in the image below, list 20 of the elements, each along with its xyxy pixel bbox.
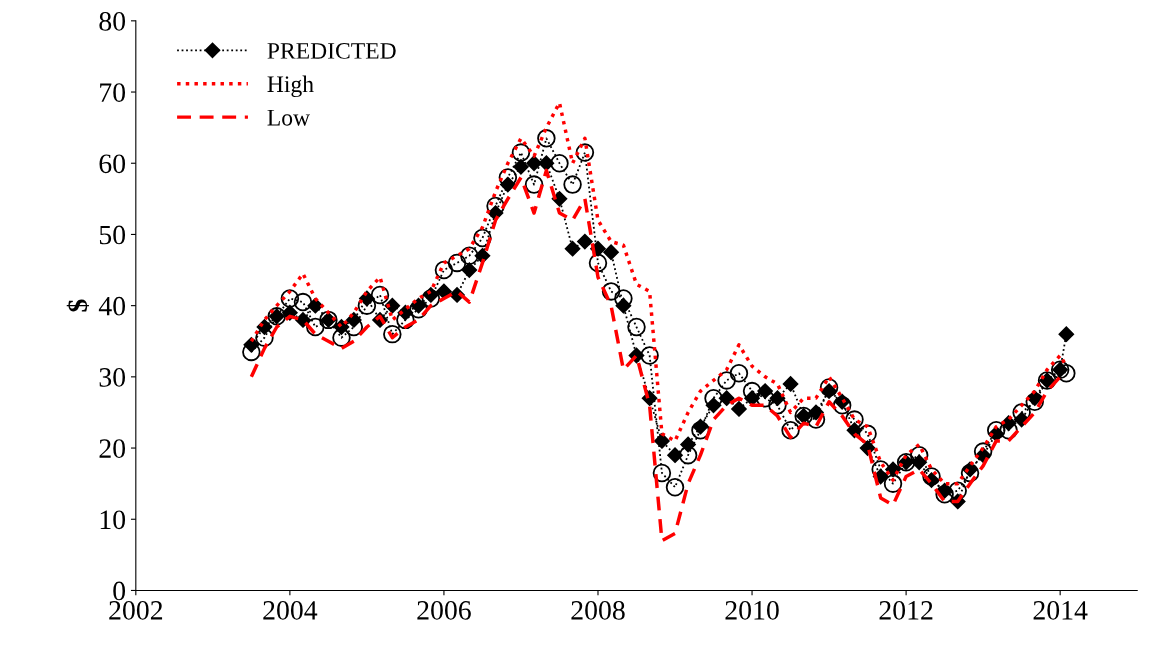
y-tick-label: 30 — [99, 368, 126, 387]
x-tick-label: 2002 — [109, 600, 163, 620]
x-tick-label: 2004 — [263, 600, 318, 620]
y-axis-title: $ — [66, 299, 89, 312]
x-tick-label: 2012 — [879, 600, 933, 620]
y-tick-label: 80 — [99, 12, 126, 31]
x-tick-label: 2014 — [1033, 600, 1088, 620]
x-tick-label: 2008 — [571, 600, 625, 620]
y-tick-label: 10 — [100, 510, 126, 530]
y-tick-label: 0 — [113, 581, 126, 601]
legend-label: PREDICTED — [267, 42, 396, 59]
x-tick-label: 2010 — [725, 600, 779, 620]
y-tick-label: 40 — [98, 296, 126, 316]
y-tick-label: 20 — [99, 439, 126, 458]
legend-label: High — [267, 75, 314, 98]
legend-label: Low — [267, 109, 310, 126]
x-tick-label: 2006 — [417, 600, 471, 620]
y-tick-label: 60 — [99, 154, 126, 174]
y-tick-label: 50 — [99, 225, 126, 245]
y-tick-label: 70 — [100, 83, 126, 102]
